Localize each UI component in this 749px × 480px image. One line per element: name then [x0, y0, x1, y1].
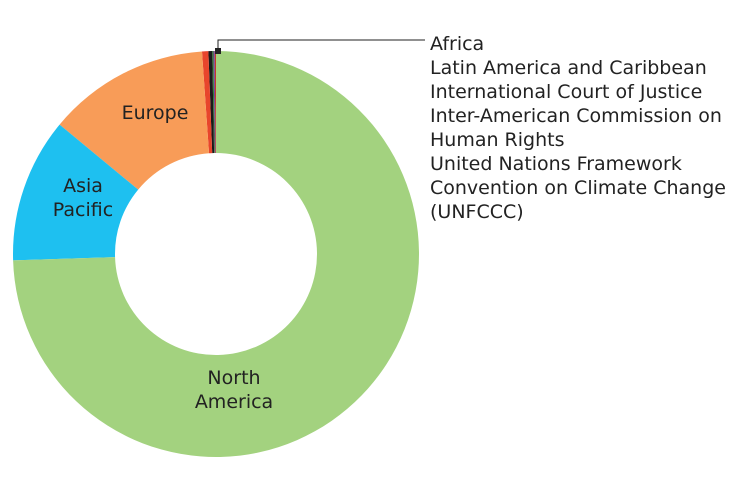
callout-label: Africa: [430, 33, 485, 55]
slice-label: Asia Pacific: [52, 175, 114, 221]
donut-slice: [212, 51, 215, 154]
callout-label: Latin America and Caribbean: [430, 57, 707, 79]
donut-slice: [208, 51, 215, 154]
donut-slice: [214, 51, 216, 154]
callout-list: Africa Latin America and Caribbean Interna…: [430, 32, 735, 224]
callout-label: International Court of Justice: [430, 81, 703, 103]
callout-label: United Nations Framework Convention on C…: [430, 153, 726, 223]
callout-dot: [215, 48, 221, 54]
slice-label: Europe: [121, 102, 189, 124]
callout-line: [217, 39, 425, 52]
donut-slice: [59, 51, 210, 190]
donut-slice: [213, 51, 216, 154]
callout-label: Inter-American Commission on Human Right…: [430, 105, 722, 151]
donut-slice: [201, 51, 213, 154]
donut-slice: [13, 51, 420, 458]
donut-slice: [13, 124, 139, 261]
slice-label: North America: [194, 367, 274, 413]
